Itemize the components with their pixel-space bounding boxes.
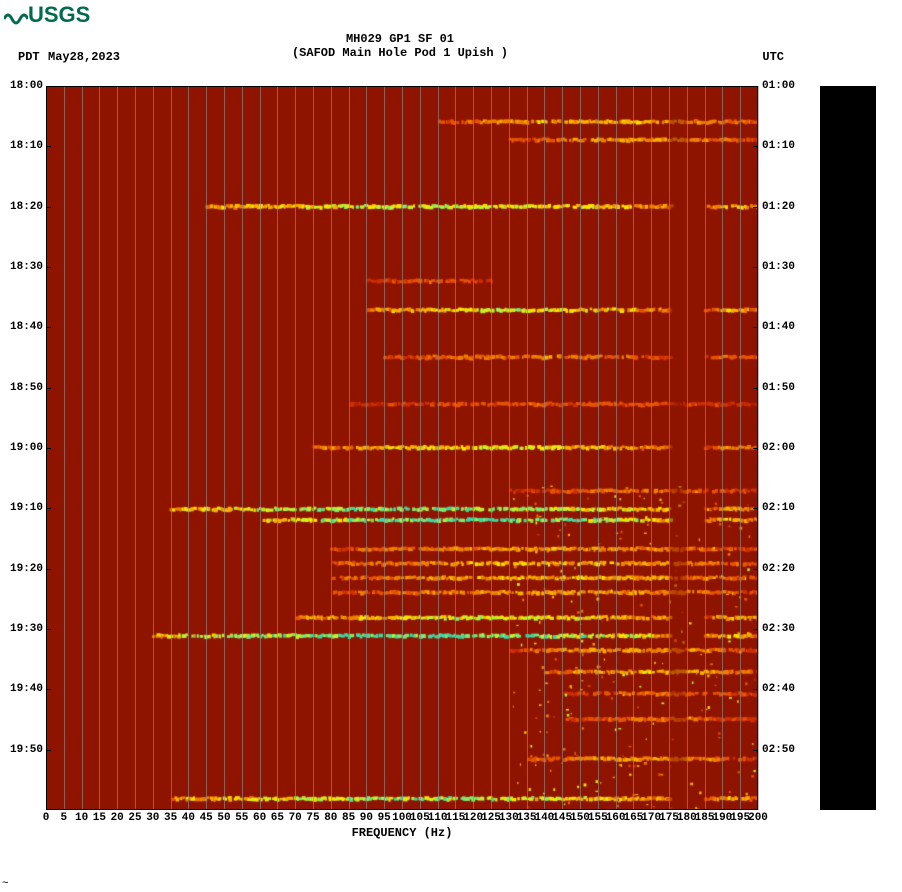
- x-tick: 0: [43, 812, 50, 824]
- y-left-tick: 18:50: [10, 382, 43, 394]
- y-right-tick: 01:10: [762, 140, 795, 152]
- chart-title: MH029 GP1 SF 01: [0, 32, 800, 46]
- y-right-tick: 02:20: [762, 563, 795, 575]
- y-right-tick: 01:20: [762, 201, 795, 213]
- x-tick: 80: [324, 812, 337, 824]
- y-right-tick: 02:10: [762, 502, 795, 514]
- y-left-tick: 18:30: [10, 261, 43, 273]
- x-tick: 30: [146, 812, 159, 824]
- x-tick: 75: [306, 812, 319, 824]
- pdt-label: PDT: [18, 50, 40, 64]
- y-left-tick: 19:10: [10, 502, 43, 514]
- x-tick: 200: [748, 812, 768, 824]
- x-tick: 65: [271, 812, 284, 824]
- y-left-tick: 18:40: [10, 321, 43, 333]
- x-axis-label: FREQUENCY (Hz): [46, 826, 758, 840]
- y-right-tick: 02:30: [762, 623, 795, 635]
- usgs-logo: USGS: [4, 2, 90, 28]
- y-left-tick: 19:00: [10, 442, 43, 454]
- x-tick: 50: [217, 812, 230, 824]
- y-left-tick: 19:50: [10, 744, 43, 756]
- utc-label: UTC: [762, 50, 784, 64]
- spectrogram-plot: [46, 86, 758, 810]
- colorbar: [820, 86, 876, 810]
- date-label: May28,2023: [48, 50, 120, 64]
- y-left-tick: 18:20: [10, 201, 43, 213]
- y-right-tick: 02:40: [762, 683, 795, 695]
- x-tick: 15: [93, 812, 106, 824]
- y-right-tick: 02:50: [762, 744, 795, 756]
- y-left-tick: 18:10: [10, 140, 43, 152]
- y-right-tick: 01:50: [762, 382, 795, 394]
- x-tick: 40: [182, 812, 195, 824]
- x-tick: 70: [289, 812, 302, 824]
- y-right-tick: 01:00: [762, 80, 795, 92]
- y-right-tick: 01:40: [762, 321, 795, 333]
- x-tick: 55: [235, 812, 248, 824]
- corner-mark: ~: [2, 878, 9, 890]
- x-tick: 35: [164, 812, 177, 824]
- x-tick: 95: [378, 812, 391, 824]
- y-right-tick: 02:00: [762, 442, 795, 454]
- x-tick: 85: [342, 812, 355, 824]
- x-tick: 60: [253, 812, 266, 824]
- x-tick: 10: [75, 812, 88, 824]
- y-left-tick: 19:30: [10, 623, 43, 635]
- y-left-tick: 18:00: [10, 80, 43, 92]
- logo-text: USGS: [28, 2, 90, 27]
- x-tick: 5: [60, 812, 67, 824]
- y-left-tick: 19:20: [10, 563, 43, 575]
- y-right-tick: 01:30: [762, 261, 795, 273]
- x-tick: 45: [200, 812, 213, 824]
- y-left-tick: 19:40: [10, 683, 43, 695]
- x-tick: 20: [111, 812, 124, 824]
- x-tick: 25: [128, 812, 141, 824]
- x-tick: 90: [360, 812, 373, 824]
